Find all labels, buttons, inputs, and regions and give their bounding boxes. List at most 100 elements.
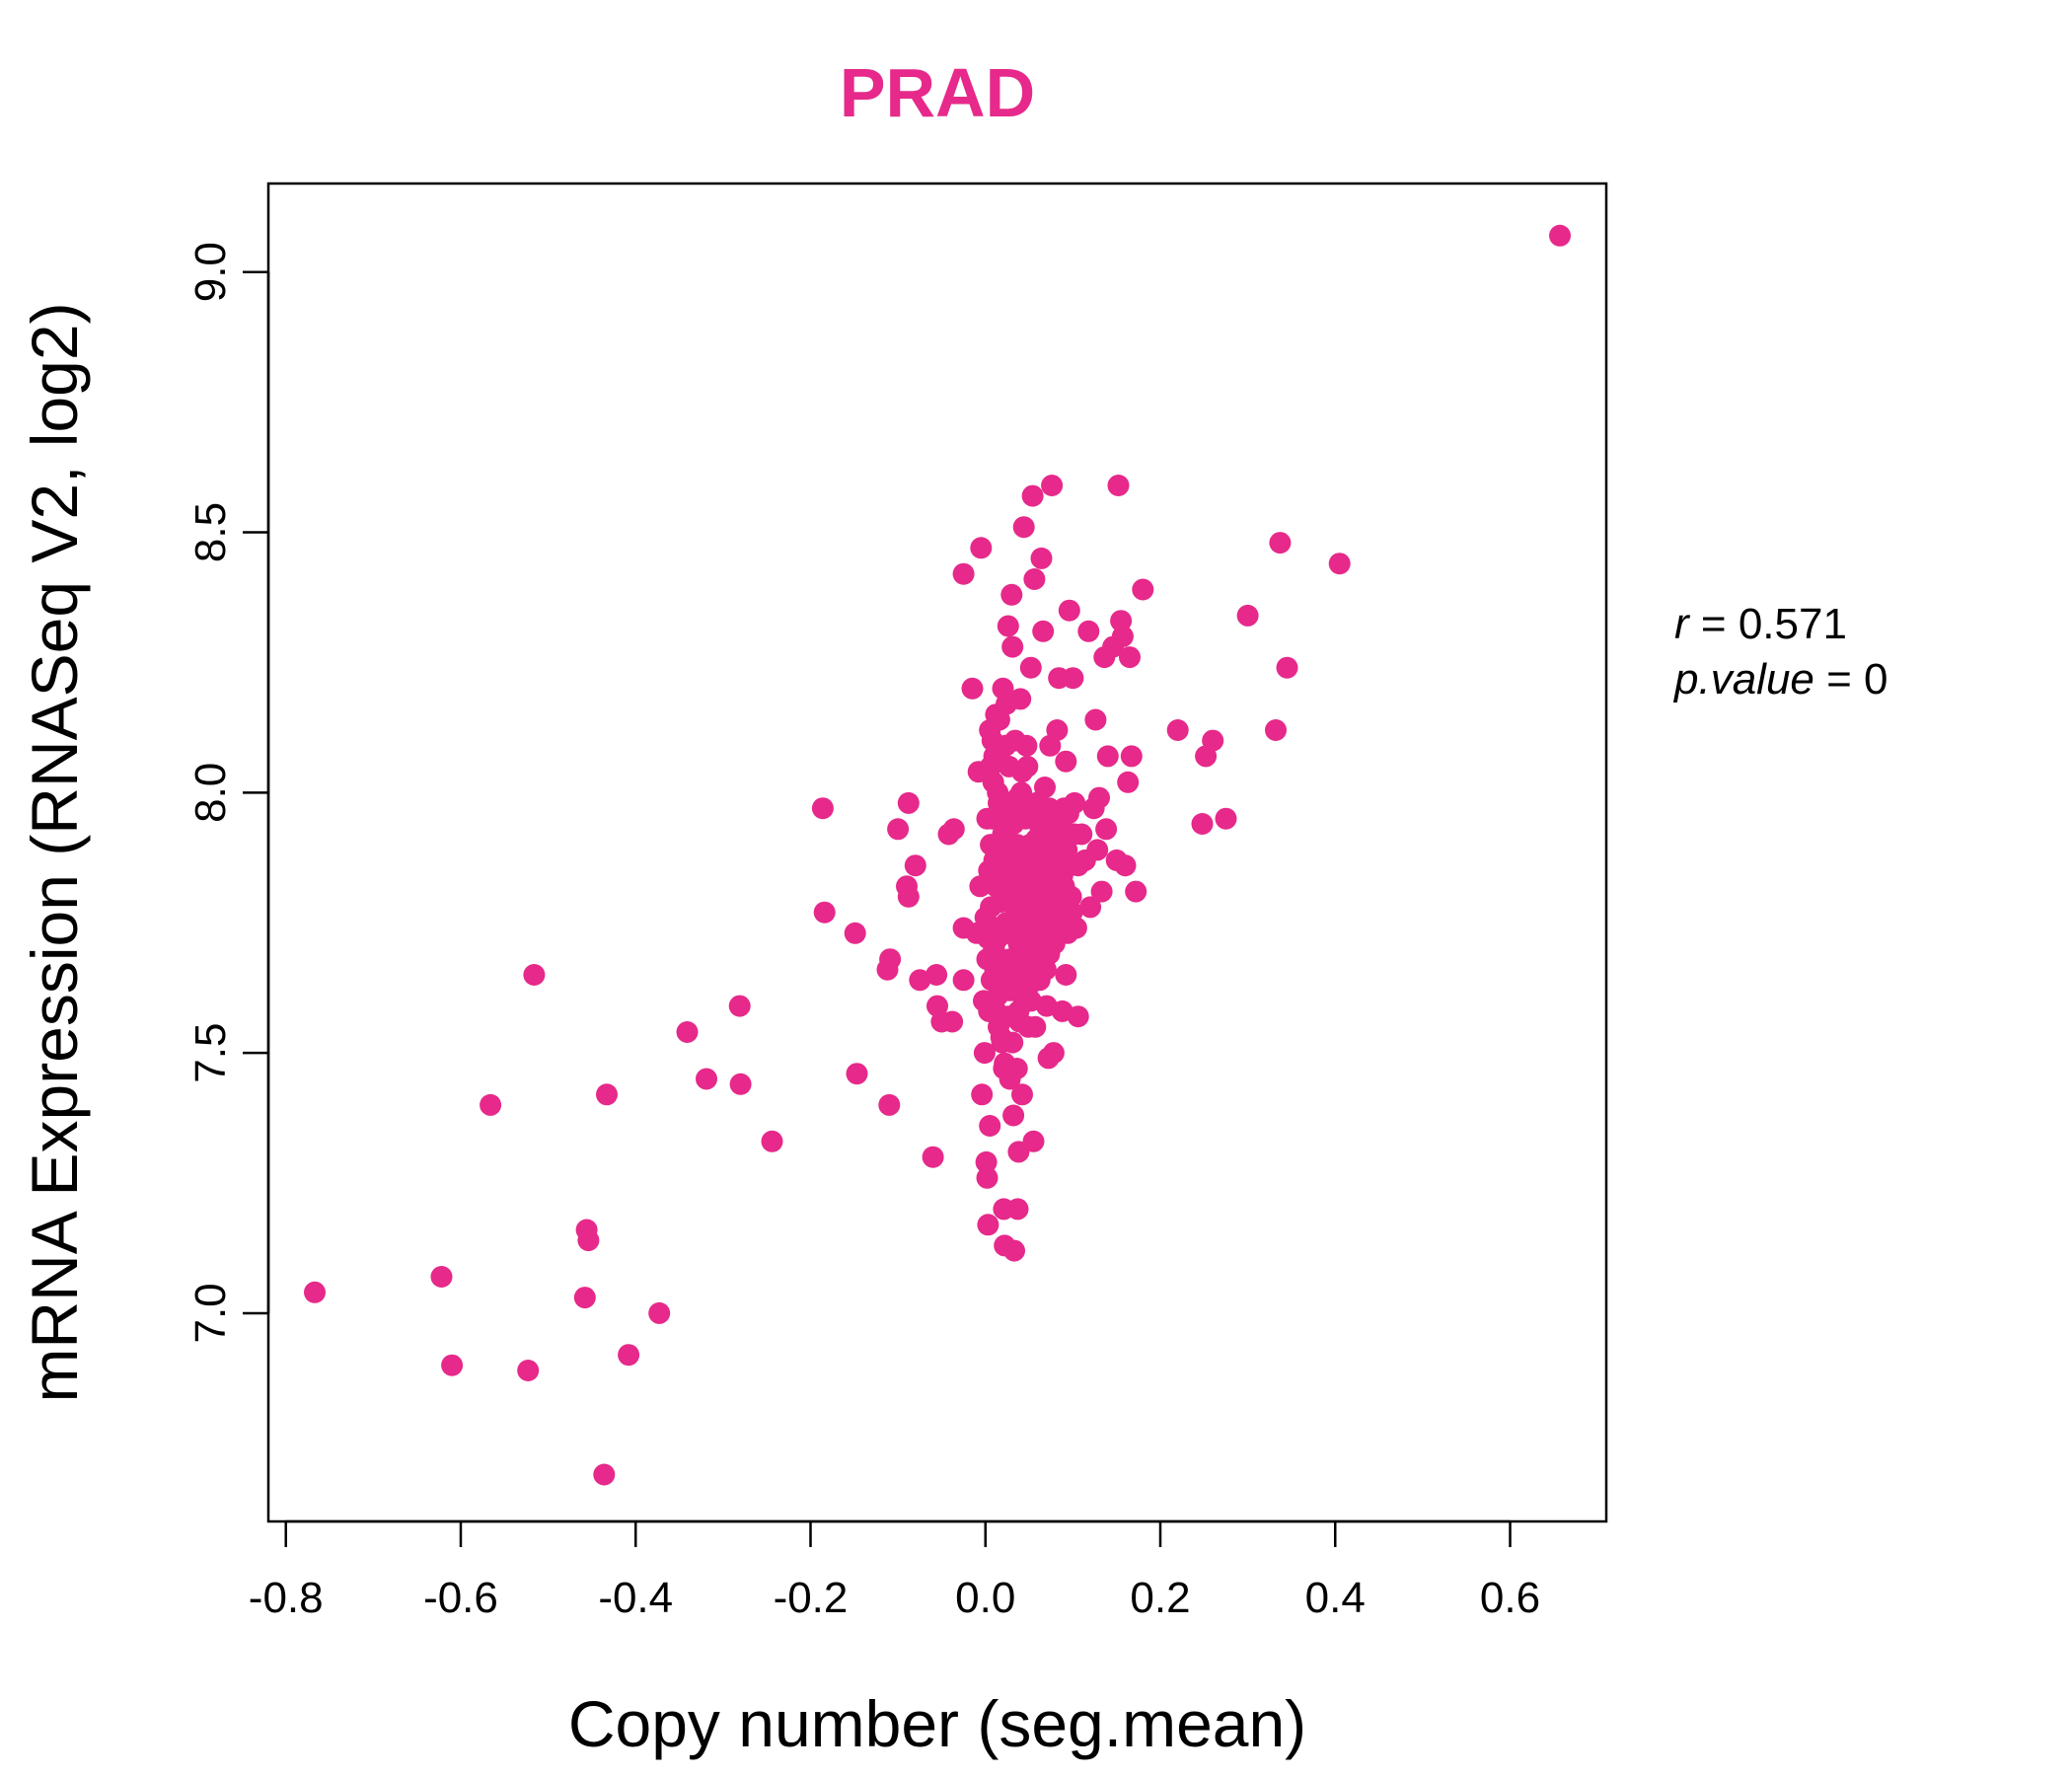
data-point [997,922,1019,944]
data-point [994,818,1016,841]
x-axis: -0.8 -0.6 -0.4 -0.2 0.0 0.2 0.4 0.6 [249,1519,1540,1622]
data-point [897,885,920,908]
p-value: 0 [1864,655,1887,703]
data-point [728,995,751,1017]
data-point [909,969,931,992]
data-point [618,1344,640,1367]
data-point [1019,656,1042,679]
data-point [1032,922,1055,944]
p-value-symbol: p.value [1672,655,1814,703]
data-point [1057,802,1079,825]
data-point [1202,729,1224,752]
y-tick-label: 8.0 [186,763,235,823]
x-tick-label: -0.2 [774,1574,849,1622]
data-point [941,1010,964,1033]
data-point [1084,708,1107,731]
data-point [1032,620,1055,642]
points-layer [304,224,1571,1486]
data-point [976,1166,999,1189]
data-point [1011,1083,1033,1106]
data-point [973,1042,996,1065]
data-point [996,693,1017,715]
x-tick-label: -0.4 [598,1574,673,1622]
data-point [846,1063,868,1085]
data-point [990,974,1012,997]
data-point [1021,484,1044,507]
data-point [1034,958,1057,981]
data-point [761,1130,783,1152]
data-point [577,1229,600,1252]
data-point [922,1146,944,1168]
data-point [978,999,1000,1022]
data-point [480,1093,502,1116]
data-point [1030,547,1053,569]
data-point [596,1083,618,1106]
data-point [1046,719,1069,741]
data-point [1012,516,1035,539]
data-point [1215,807,1237,830]
data-point [1067,854,1089,877]
data-point [1022,1130,1045,1152]
data-point [304,1281,326,1303]
data-point [1002,1104,1025,1127]
y-tick-label: 8.5 [186,502,235,562]
data-point [1041,475,1064,496]
data-point [1000,583,1023,606]
x-tick-label: 0.6 [1480,1574,1540,1622]
data-point [1269,532,1292,555]
data-point [1236,604,1259,627]
data-point [974,907,997,928]
y-tick-label: 7.0 [186,1283,235,1343]
data-point [995,734,1017,757]
data-point [523,964,546,986]
data-point [977,1214,999,1236]
data-point [878,1093,901,1116]
data-point [517,1360,540,1381]
data-point [997,615,1019,637]
y-tick-label: 7.5 [186,1023,235,1083]
data-point [1016,969,1039,992]
data-point [696,1068,717,1090]
data-point [1088,786,1110,809]
y-axis-label: mRNA Expression (RNASeq V2, log2) [18,302,91,1402]
x-tick-label: 0.0 [955,1574,1015,1622]
data-point [1057,885,1079,908]
x-tick-label: 0.4 [1305,1574,1366,1622]
data-point [942,818,965,841]
data-point [1055,964,1077,986]
data-point [1001,635,1024,658]
data-point [430,1266,453,1288]
data-point [897,791,920,814]
data-point [1079,896,1102,919]
data-point [975,1150,998,1173]
data-point [441,1354,464,1376]
data-point [1090,880,1113,903]
data-point [1077,620,1100,642]
data-point [676,1021,699,1043]
data-point [1024,942,1047,965]
data-point [979,1115,1001,1137]
data-point [970,537,993,559]
data-point [1003,1239,1025,1262]
data-point [1006,1198,1029,1221]
data-point [1064,823,1086,846]
data-point [971,1083,994,1106]
p-equals: = [1814,655,1864,703]
data-point [811,797,834,820]
data-point [1005,948,1028,971]
data-point [844,922,866,944]
data-point [1120,745,1143,768]
data-point [1062,667,1084,690]
data-point [593,1463,616,1486]
data-point [879,948,902,971]
data-point [952,562,975,585]
data-point [980,755,1002,777]
data-point [1000,791,1023,814]
data-point [1114,854,1137,877]
data-point [952,969,975,992]
data-point [1166,719,1189,741]
data-point [1125,880,1147,903]
data-point [925,964,948,986]
data-point [983,849,1005,871]
data-point [1265,719,1287,741]
